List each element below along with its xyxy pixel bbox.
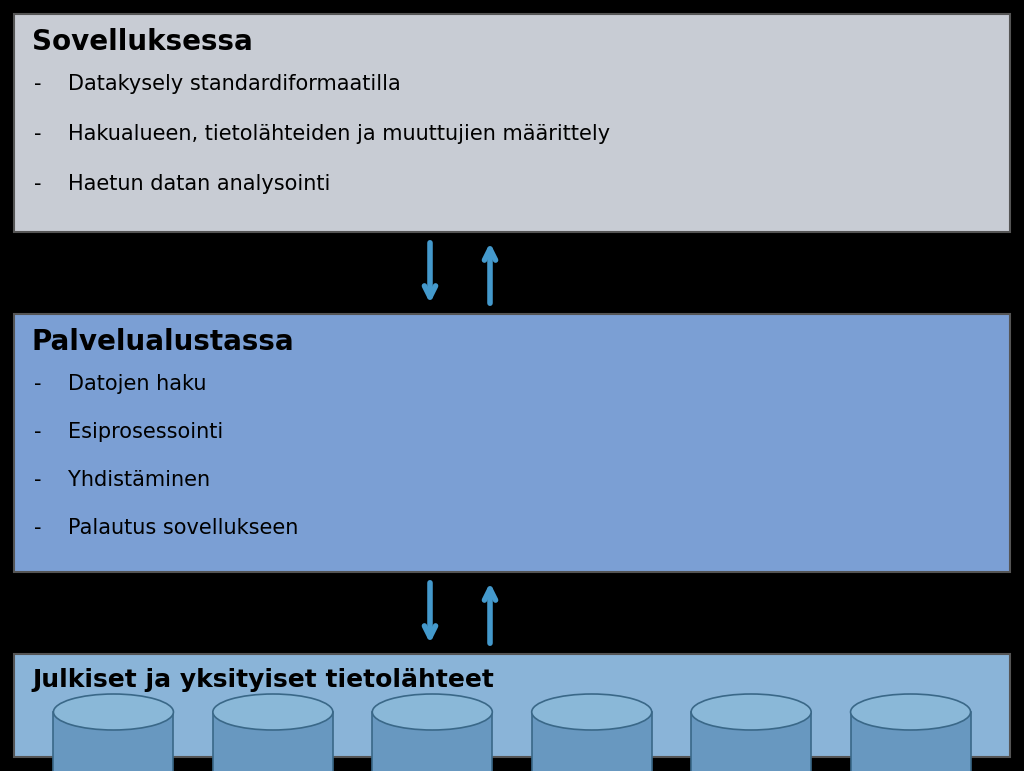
Text: -    Haetun datan analysointi: - Haetun datan analysointi xyxy=(34,174,331,194)
Text: -    Palautus sovellukseen: - Palautus sovellukseen xyxy=(34,518,298,538)
Ellipse shape xyxy=(373,694,493,730)
Bar xyxy=(691,712,811,771)
Bar xyxy=(14,14,1010,232)
Bar xyxy=(373,712,493,771)
Ellipse shape xyxy=(851,694,971,730)
Bar xyxy=(213,712,333,771)
Text: -    Datojen haku: - Datojen haku xyxy=(34,374,207,394)
Text: -    Esiprosessointi: - Esiprosessointi xyxy=(34,422,223,442)
Text: Palvelualustassa: Palvelualustassa xyxy=(32,328,295,356)
Text: -    Hakualueen, tietolähteiden ja muuttujien määrittely: - Hakualueen, tietolähteiden ja muuttuji… xyxy=(34,124,610,144)
Ellipse shape xyxy=(213,694,333,730)
Text: Sovelluksessa: Sovelluksessa xyxy=(32,28,253,56)
Ellipse shape xyxy=(531,694,651,730)
Text: -    Yhdistäminen: - Yhdistäminen xyxy=(34,470,210,490)
Ellipse shape xyxy=(53,694,173,730)
Text: Julkiset ja yksityiset tietolähteet: Julkiset ja yksityiset tietolähteet xyxy=(32,668,494,692)
Bar xyxy=(53,712,173,771)
Ellipse shape xyxy=(691,694,811,730)
Text: -    Datakysely standardiformaatilla: - Datakysely standardiformaatilla xyxy=(34,74,400,94)
Bar xyxy=(14,314,1010,572)
Bar xyxy=(851,712,971,771)
Bar xyxy=(14,654,1010,757)
Bar xyxy=(531,712,651,771)
